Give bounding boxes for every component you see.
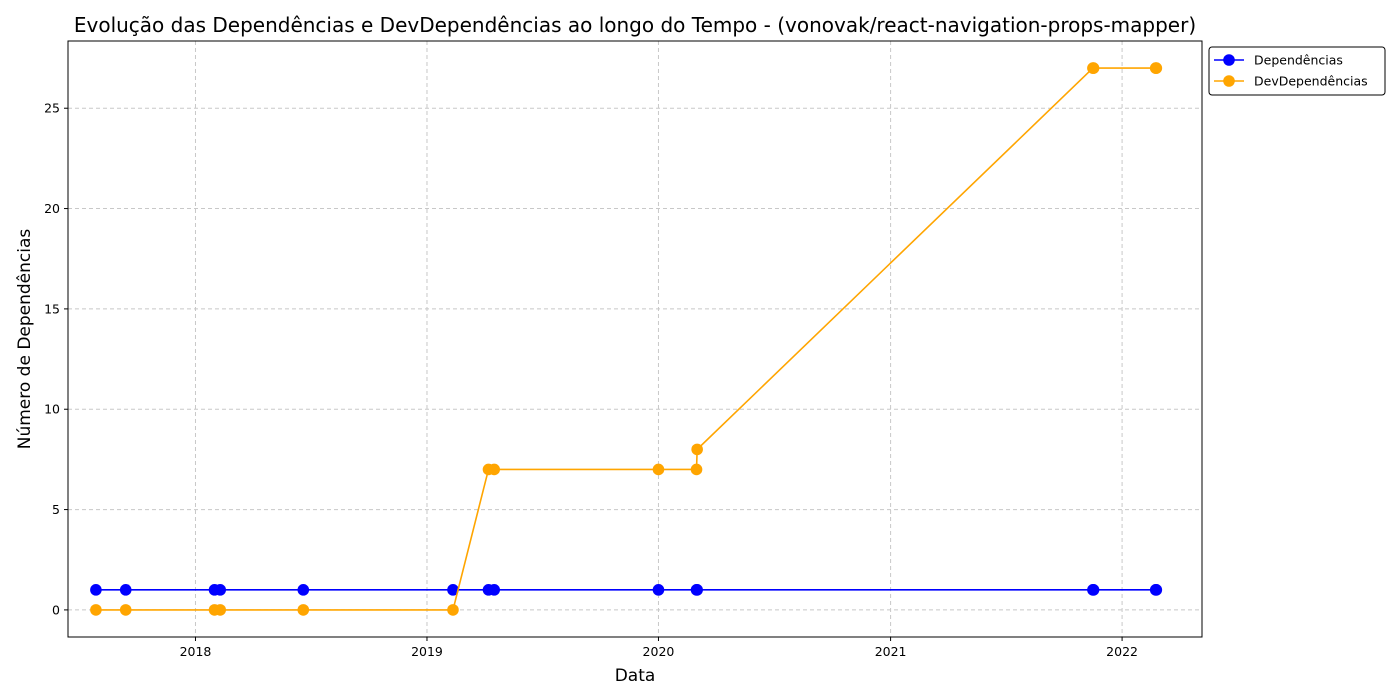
series-1 xyxy=(90,584,1163,596)
legend-marker xyxy=(1223,54,1235,66)
data-point xyxy=(214,584,227,596)
data-point xyxy=(297,584,310,596)
data-point xyxy=(691,584,703,596)
ticks: 2018 2019 2020 2021 2022 0 5 10 15 20 25 xyxy=(44,101,1138,659)
data-point xyxy=(119,584,132,596)
legend-label: DevDependências xyxy=(1254,74,1368,89)
y-tick-label: 15 xyxy=(44,301,60,316)
series-2 xyxy=(90,62,1163,616)
y-tick-label: 20 xyxy=(44,201,60,216)
legend-box xyxy=(1208,46,1386,96)
data-point xyxy=(488,463,501,476)
x-tick-label: 2022 xyxy=(1106,644,1138,659)
y-tick-label: 0 xyxy=(52,602,60,617)
legend: Dependências DevDependências xyxy=(1208,46,1386,96)
y-tick-label: 10 xyxy=(44,402,60,417)
data-point xyxy=(1150,62,1163,74)
plot-frame xyxy=(67,40,1203,638)
legend-marker xyxy=(1223,75,1235,87)
data-point xyxy=(119,604,132,616)
data-point xyxy=(488,584,501,596)
x-tick-label: 2019 xyxy=(411,644,443,659)
data-point xyxy=(652,463,665,476)
chart-title: Evolução das Dependências e DevDependênc… xyxy=(74,13,1196,37)
series-layer xyxy=(90,62,1163,616)
data-point xyxy=(1087,62,1100,74)
y-axis-label: Número de Dependências xyxy=(15,229,35,450)
data-point xyxy=(447,604,459,616)
data-point xyxy=(90,604,102,616)
data-point xyxy=(1150,584,1163,596)
data-point xyxy=(214,604,227,616)
data-point xyxy=(652,584,665,596)
x-tick-label: 2018 xyxy=(180,644,212,659)
data-point xyxy=(1087,584,1100,596)
grid xyxy=(68,41,1202,637)
x-tick-label: 2021 xyxy=(875,644,907,659)
legend-label: Dependências xyxy=(1254,53,1343,68)
data-point xyxy=(691,443,703,456)
data-point xyxy=(690,463,703,476)
y-tick-label: 5 xyxy=(52,502,60,517)
data-point xyxy=(297,604,310,616)
data-point xyxy=(90,584,102,596)
x-axis-label: Data xyxy=(615,666,656,686)
y-tick-label: 25 xyxy=(44,101,60,116)
x-tick-label: 2020 xyxy=(643,644,675,659)
data-point xyxy=(447,584,459,596)
